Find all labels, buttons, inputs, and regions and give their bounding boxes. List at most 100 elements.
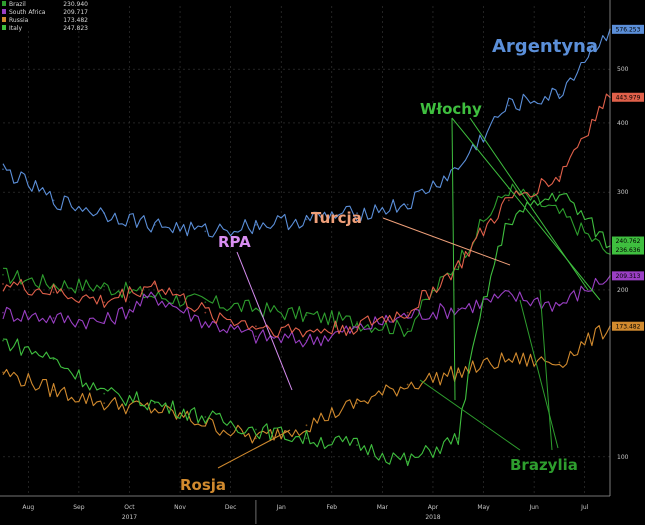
y-tick-label: 500 <box>617 66 629 73</box>
legend-swatch <box>2 1 6 6</box>
data-point-south-africa <box>204 321 207 323</box>
data-point-brazil <box>103 285 106 288</box>
data-point-russia <box>406 383 409 386</box>
data-point-south-africa <box>52 317 55 319</box>
data-point-unnamed-5 <box>204 311 207 314</box>
data-point-brazil <box>204 301 207 304</box>
x-tick-label: Apr <box>428 504 439 511</box>
x-tick-label: Feb <box>326 504 337 511</box>
x-tick-label: Jul <box>580 504 589 511</box>
data-point-brazil <box>406 328 409 330</box>
data-point-russia <box>2 371 4 374</box>
end-value-tag-label: 576.253 <box>616 27 641 34</box>
annotation-leader <box>469 117 589 291</box>
data-point-south-africa <box>457 307 460 310</box>
legend-value: 247.823 <box>63 25 88 32</box>
annotation-leader <box>236 251 293 391</box>
annotation-label: Argentyna <box>492 36 598 57</box>
annotation-label: Rosja <box>180 476 226 494</box>
series-line-italy <box>2 192 611 467</box>
end-value-tag-bg <box>612 245 644 255</box>
data-point-italy <box>507 218 510 221</box>
data-point-russia <box>507 358 510 361</box>
data-point-italy <box>204 416 207 418</box>
legend-label: Russia <box>9 17 29 24</box>
end-value-tag-label: 173.482 <box>616 323 641 330</box>
annotation-label: Włochy <box>420 100 482 118</box>
y-tick-label: 200 <box>617 287 629 294</box>
data-point-unnamed-4 <box>103 212 106 215</box>
data-point-unnamed-5 <box>406 311 409 314</box>
legend-swatch <box>2 17 6 22</box>
legend-value: 209.717 <box>63 9 88 16</box>
data-point-brazil <box>2 273 4 276</box>
end-value-tag-label: 240.762 <box>616 238 641 245</box>
data-point-unnamed-5 <box>305 330 308 333</box>
legend: Brazil 230.940 South Africa 209.717 Russia 17… <box>0 0 90 32</box>
data-point-russia <box>52 389 55 391</box>
series-line-unnamed-4 <box>2 29 611 238</box>
data-point-unnamed-4 <box>558 93 561 96</box>
x-tick-label: Nov <box>174 504 186 511</box>
end-value-tag-bg <box>612 321 644 331</box>
data-point-unnamed-5 <box>153 283 156 285</box>
end-value-tag-label: 209.313 <box>616 273 641 280</box>
data-point-unnamed-4 <box>406 203 409 206</box>
data-point-unnamed-4 <box>255 223 257 226</box>
end-value-tag: 240.762 <box>612 236 644 246</box>
end-value-tag-label: 443.979 <box>616 94 641 101</box>
annotation-leader <box>217 429 291 469</box>
annotation-label: Turcja <box>311 209 362 227</box>
data-point-unnamed-4 <box>153 223 156 226</box>
data-point-south-africa <box>305 339 308 342</box>
legend-label: South Africa <box>9 9 46 16</box>
x-year-label: 2018 <box>425 514 440 521</box>
data-point-south-africa <box>255 335 257 338</box>
data-point-unnamed-4 <box>305 218 308 221</box>
data-point-russia <box>255 437 257 440</box>
data-point-russia <box>153 408 156 410</box>
data-point-unnamed-5 <box>255 325 257 328</box>
data-point-unnamed-5 <box>507 199 510 202</box>
data-point-italy <box>356 444 358 447</box>
data-point-unnamed-5 <box>356 325 358 328</box>
end-value-tag-bg <box>612 24 644 34</box>
annotation-label: RPA <box>218 233 251 251</box>
data-point-russia <box>305 424 308 427</box>
series-line-brazil <box>2 183 611 338</box>
data-point-south-africa <box>103 321 106 323</box>
data-point-unnamed-5 <box>2 283 4 285</box>
data-point-italy <box>2 339 4 342</box>
data-point-italy <box>457 437 460 440</box>
data-point-brazil <box>255 307 257 310</box>
data-point-unnamed-5 <box>103 301 106 304</box>
x-tick-label: Sep <box>73 504 85 511</box>
data-point-brazil <box>305 314 308 317</box>
axis-layer: 100 200 300 400 500 Aug Sep Oct Nov Dec Jan Feb Mar A… <box>0 0 629 524</box>
data-point-south-africa <box>558 303 561 306</box>
y-tick-label: 300 <box>617 189 629 196</box>
x-tick-label: Oct <box>124 504 135 511</box>
data-point-italy <box>103 392 106 395</box>
annotation-leader <box>451 117 456 401</box>
end-value-tag-bg <box>612 92 644 102</box>
data-point-russia <box>558 361 561 364</box>
x-tick-label: Mar <box>377 504 389 511</box>
data-point-russia <box>457 371 460 374</box>
legend-label: Brazil <box>9 1 26 8</box>
end-value-tag: 443.979 <box>612 92 644 102</box>
data-point-italy <box>558 191 561 194</box>
annotation-leader <box>539 289 553 451</box>
data-point-russia <box>103 402 106 405</box>
data-point-italy <box>255 428 257 431</box>
data-point-south-africa <box>2 311 4 314</box>
end-value-tag-bg <box>612 271 644 281</box>
annotation-leader <box>419 379 521 451</box>
x-tick-label: May <box>477 504 490 511</box>
data-point-brazil <box>356 321 358 323</box>
data-point-unnamed-4 <box>2 168 4 171</box>
annotation-label: Brazylia <box>510 456 578 474</box>
data-point-unnamed-5 <box>457 266 460 268</box>
end-value-tag: 576.253 <box>612 24 644 34</box>
